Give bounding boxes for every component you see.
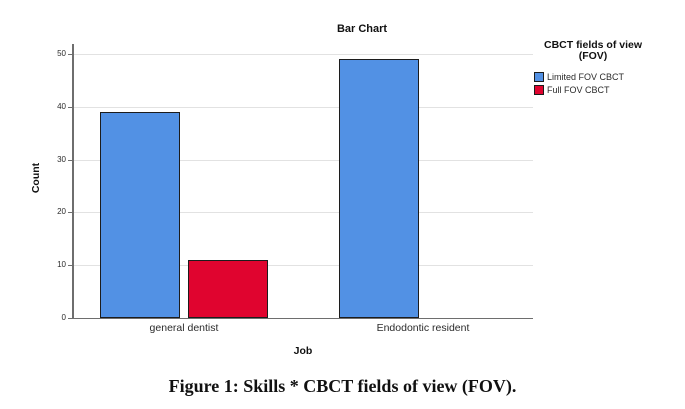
legend-item: Full FOV CBCT xyxy=(534,84,652,96)
y-tick-label: 50 xyxy=(57,49,66,58)
x-axis-line xyxy=(72,318,533,319)
y-axis-line xyxy=(72,44,74,319)
gridline xyxy=(74,106,533,108)
x-tick-label: general dentist xyxy=(149,322,219,334)
bar-general-dentist-Limited-FOV-CBCT xyxy=(100,112,180,318)
y-tick-mark xyxy=(68,159,72,161)
y-axis-title: Count xyxy=(30,162,42,194)
y-tick-label: 0 xyxy=(61,313,66,322)
y-tick-mark xyxy=(68,54,72,55)
gridline xyxy=(74,159,533,161)
gridline xyxy=(74,212,533,214)
y-tick-label: 10 xyxy=(57,260,66,270)
legend-item-label: Limited FOV CBCT xyxy=(547,72,625,82)
y-tick-mark xyxy=(68,106,72,108)
legend-swatch xyxy=(534,72,544,82)
y-tick-mark xyxy=(68,265,72,267)
legend-item: Limited FOV CBCT xyxy=(534,71,652,83)
y-tick-label: 40 xyxy=(57,101,66,111)
legend-items: Limited FOV CBCT Full FOV CBCT xyxy=(534,71,652,96)
x-axis-title: Job xyxy=(293,345,313,357)
gridline xyxy=(74,54,533,55)
y-tick-label: 30 xyxy=(57,154,66,164)
bar-general-dentist-Full-FOV-CBCT xyxy=(188,259,268,318)
legend: CBCT fields of view (FOV) Limited FOV CB… xyxy=(534,40,652,97)
legend-item-label: Full FOV CBCT xyxy=(547,85,610,95)
figure-caption: Figure 1: Skills * CBCT fields of view (… xyxy=(168,376,517,396)
x-tick-label: Endodontic resident xyxy=(376,322,470,334)
bar-Endodontic-resident-Limited-FOV-CBCT xyxy=(339,59,419,318)
gridline xyxy=(74,265,533,267)
legend-swatch xyxy=(534,85,544,95)
y-tick-mark xyxy=(68,318,72,319)
legend-title: CBCT fields of view (FOV) xyxy=(543,39,642,62)
y-tick-label: 20 xyxy=(57,207,66,217)
y-tick-mark xyxy=(68,212,72,214)
chart-title: Bar Chart xyxy=(336,23,388,35)
